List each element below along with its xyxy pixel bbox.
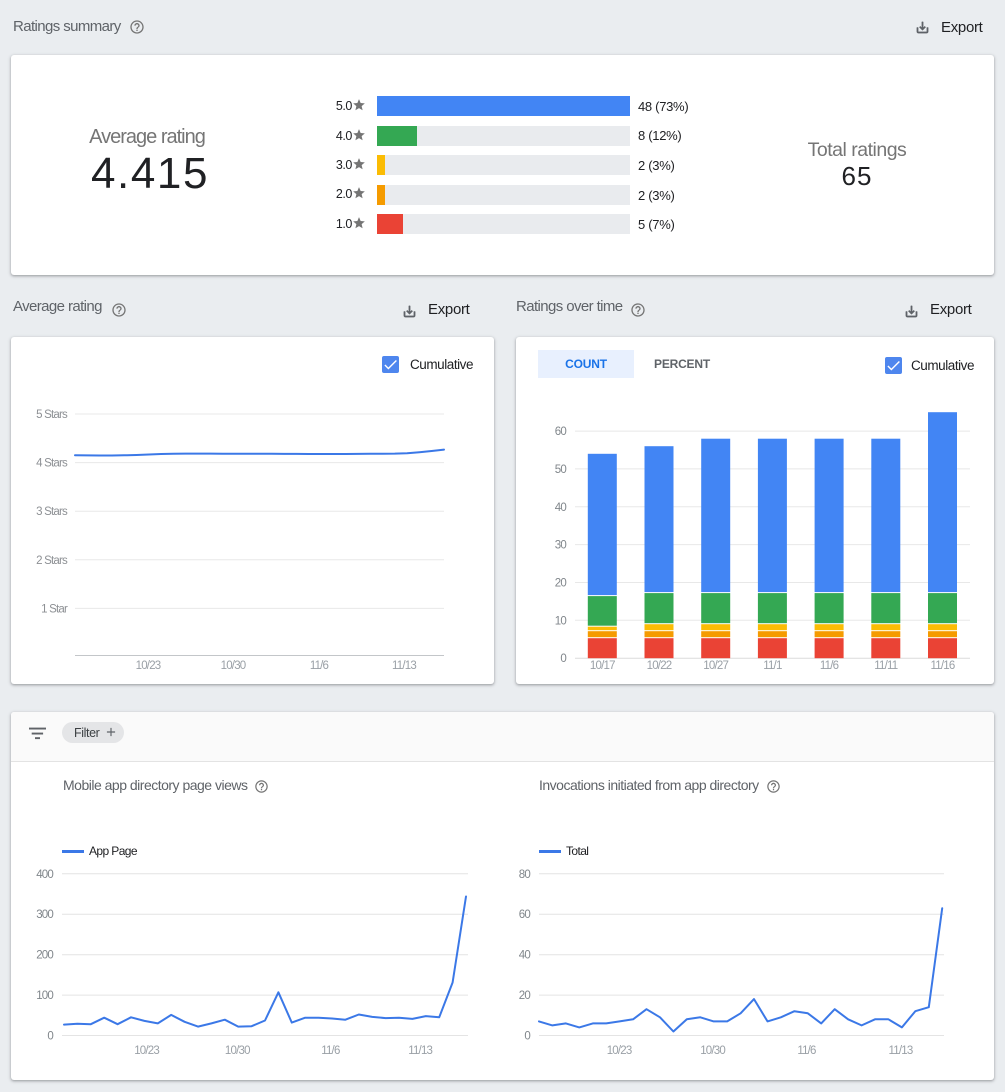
svg-text:11/1: 11/1 — [763, 660, 782, 672]
svg-text:40: 40 — [555, 502, 567, 514]
svg-text:60: 60 — [555, 426, 567, 438]
svg-text:10/23: 10/23 — [607, 1045, 632, 1057]
svg-text:11/13: 11/13 — [408, 1045, 432, 1057]
svg-text:11/6: 11/6 — [820, 660, 839, 672]
svg-text:11/6: 11/6 — [310, 660, 329, 672]
svg-text:0: 0 — [560, 653, 566, 665]
svg-text:300: 300 — [36, 909, 53, 921]
svg-text:10/27: 10/27 — [703, 660, 728, 672]
svg-text:11/11: 11/11 — [874, 660, 897, 672]
svg-text:40: 40 — [519, 950, 531, 962]
svg-text:11/13: 11/13 — [392, 660, 416, 672]
svg-text:0: 0 — [47, 1031, 53, 1043]
svg-text:100: 100 — [36, 990, 53, 1002]
svg-text:11/16: 11/16 — [931, 660, 955, 672]
svg-text:10/30: 10/30 — [700, 1045, 725, 1057]
svg-text:20: 20 — [555, 578, 567, 590]
svg-text:20: 20 — [519, 990, 531, 1002]
svg-text:60: 60 — [519, 909, 531, 921]
svg-text:11/6: 11/6 — [797, 1045, 816, 1057]
svg-text:30: 30 — [555, 540, 567, 552]
svg-text:200: 200 — [36, 950, 53, 962]
svg-text:10/30: 10/30 — [221, 660, 246, 672]
svg-text:10/30: 10/30 — [225, 1045, 250, 1057]
svg-text:10/23: 10/23 — [136, 660, 161, 672]
svg-text:0: 0 — [524, 1031, 530, 1043]
svg-text:11/13: 11/13 — [889, 1045, 913, 1057]
svg-text:2 Stars: 2 Stars — [36, 555, 68, 567]
svg-text:400: 400 — [36, 869, 53, 881]
svg-text:50: 50 — [555, 464, 567, 476]
svg-text:10/23: 10/23 — [134, 1045, 159, 1057]
svg-text:10/17: 10/17 — [590, 660, 615, 672]
svg-text:10: 10 — [555, 615, 567, 627]
svg-text:1 Star: 1 Star — [41, 603, 68, 615]
svg-text:5 Stars: 5 Stars — [36, 409, 68, 421]
svg-text:80: 80 — [519, 869, 531, 881]
svg-text:10/22: 10/22 — [647, 660, 672, 672]
svg-text:3 Stars: 3 Stars — [36, 506, 68, 518]
svg-text:4 Stars: 4 Stars — [36, 458, 68, 470]
svg-text:11/6: 11/6 — [321, 1045, 340, 1057]
